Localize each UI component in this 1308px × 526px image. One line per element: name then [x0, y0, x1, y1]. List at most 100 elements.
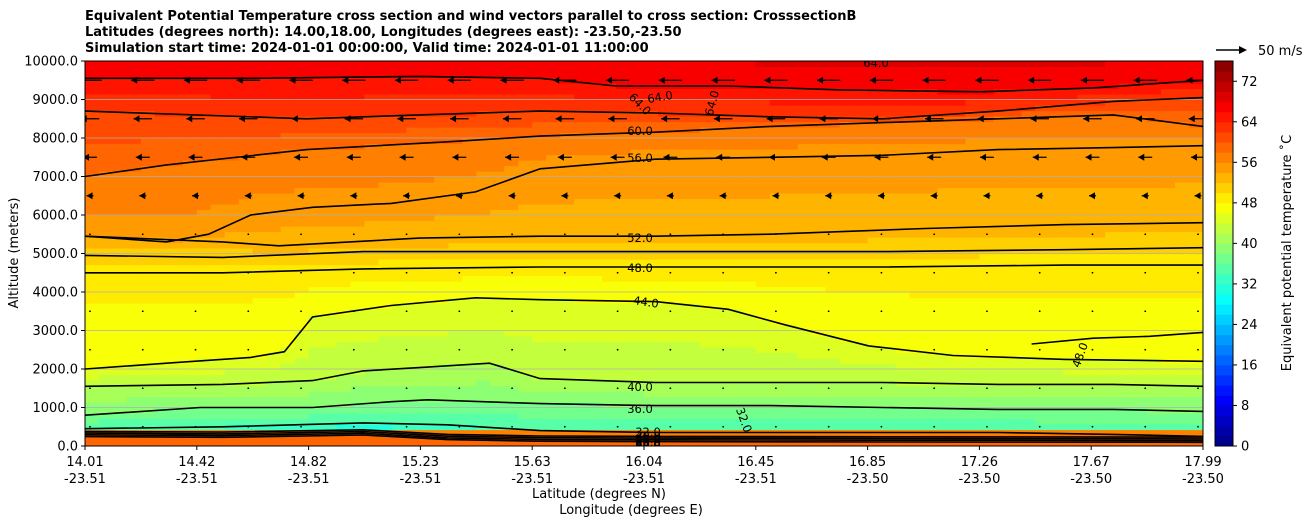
field-cell	[224, 149, 240, 156]
field-cell	[769, 66, 785, 73]
field-cell	[378, 99, 394, 106]
field-cell	[993, 204, 1008, 211]
field-cell	[630, 88, 645, 95]
field-cell	[266, 385, 282, 392]
field-cell	[1035, 385, 1050, 392]
field-cell	[490, 380, 505, 387]
field-cell	[350, 171, 366, 178]
field-cell	[252, 171, 268, 178]
field-cell	[266, 88, 282, 95]
field-cell	[518, 193, 533, 200]
field-cell	[881, 105, 897, 112]
field-cell	[420, 231, 435, 238]
field-cell	[462, 121, 477, 128]
field-cell	[322, 193, 338, 200]
field-cell	[560, 198, 575, 205]
field-cell	[252, 165, 268, 172]
field-cell	[1007, 264, 1022, 271]
field-cell	[755, 99, 771, 106]
field-cell	[755, 77, 771, 84]
field-cell	[434, 121, 449, 128]
field-cell	[644, 275, 659, 282]
field-cell	[154, 264, 170, 271]
field-cell	[238, 149, 254, 156]
field-cell	[350, 297, 366, 304]
field-cell	[993, 275, 1008, 282]
field-cell	[727, 391, 743, 398]
field-cell	[378, 407, 394, 414]
field-cell	[741, 259, 757, 266]
field-cell	[420, 413, 435, 420]
field-cell	[867, 374, 883, 381]
field-cell	[699, 143, 715, 150]
field-cell	[378, 314, 394, 321]
field-cell	[909, 418, 925, 425]
field-cell	[839, 116, 855, 123]
field-cell	[797, 88, 813, 95]
field-cell	[755, 407, 771, 414]
field-cell	[168, 226, 184, 233]
field-cell	[895, 198, 911, 205]
field-cell	[406, 127, 421, 134]
field-cell	[238, 292, 254, 299]
field-cell	[532, 440, 547, 446]
field-cell	[713, 374, 729, 381]
field-cell	[336, 198, 352, 205]
field-cell	[895, 407, 911, 414]
field-cell	[951, 171, 967, 178]
field-cell	[364, 440, 380, 446]
field-cell	[504, 259, 519, 266]
field-cell	[602, 292, 617, 299]
field-cell	[322, 66, 338, 73]
field-cell	[741, 363, 757, 370]
field-cell	[336, 88, 352, 95]
field-cell	[881, 319, 897, 326]
field-cell	[909, 336, 925, 343]
field-cell	[685, 242, 701, 249]
field-cell	[699, 88, 715, 95]
field-cell	[602, 275, 617, 282]
field-cell	[1077, 418, 1092, 425]
field-cell	[1049, 281, 1064, 288]
field-cell	[252, 116, 268, 123]
field-cell	[154, 440, 170, 446]
field-cell	[588, 116, 603, 123]
field-cell	[504, 127, 519, 134]
field-cell	[140, 292, 156, 299]
field-cell	[112, 149, 128, 156]
field-cell	[252, 127, 268, 134]
field-cell	[98, 231, 114, 238]
field-cell	[518, 385, 533, 392]
field-cell	[685, 220, 701, 227]
field-cell	[98, 374, 114, 381]
field-cell	[126, 226, 142, 233]
field-cell	[420, 391, 435, 398]
field-cell	[224, 88, 240, 95]
field-cell	[741, 341, 757, 348]
field-cell	[434, 330, 449, 337]
field-cell	[602, 286, 617, 293]
field-cell	[518, 308, 533, 315]
field-cell	[350, 358, 366, 365]
field-cell	[266, 435, 282, 442]
field-cell	[727, 330, 743, 337]
field-cell	[923, 121, 939, 128]
field-cell	[769, 424, 785, 431]
field-cell	[727, 341, 743, 348]
field-cell	[951, 237, 967, 244]
field-cell	[224, 138, 240, 145]
field-cell	[532, 330, 547, 337]
field-cell	[657, 215, 673, 222]
field-cell	[867, 275, 883, 282]
field-cell	[1063, 385, 1078, 392]
field-cell	[490, 127, 505, 134]
field-cell	[182, 226, 198, 233]
field-cell	[993, 121, 1008, 128]
field-cell	[644, 154, 659, 161]
field-cell	[336, 165, 352, 172]
field-cell	[168, 440, 184, 446]
field-cell	[881, 83, 897, 90]
field-cell	[630, 347, 645, 354]
field-cell	[280, 264, 296, 271]
field-cell	[811, 270, 827, 277]
